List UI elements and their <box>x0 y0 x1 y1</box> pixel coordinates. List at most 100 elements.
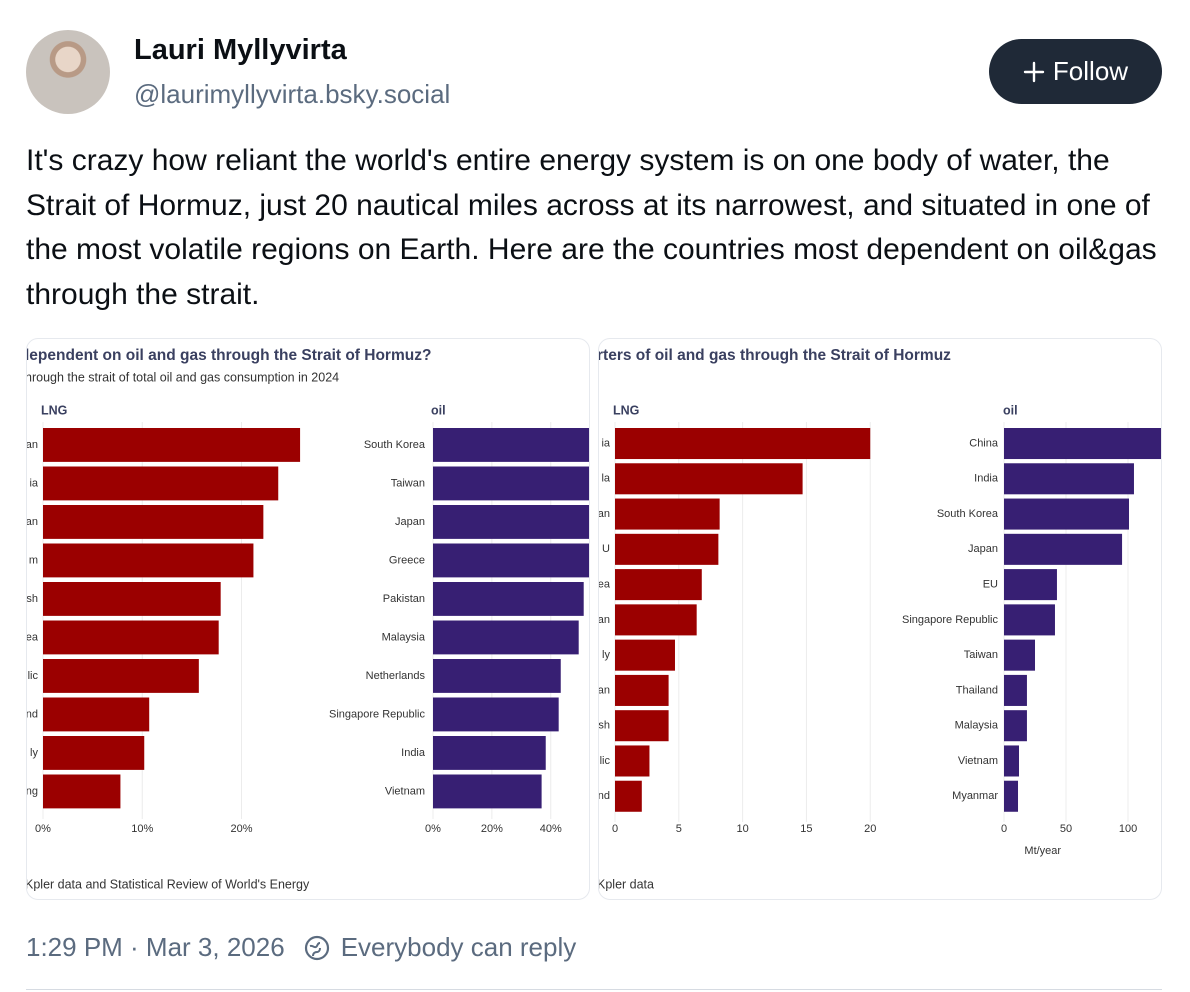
y-tick-label: Singapore Republic <box>902 614 999 626</box>
panel-title: LNG <box>41 403 67 417</box>
x-tick-label: 10% <box>131 823 153 835</box>
y-tick-label: Japan <box>968 543 998 555</box>
bar <box>433 582 584 616</box>
y-tick-label: sh <box>599 720 610 732</box>
plus-icon <box>1023 61 1045 82</box>
bar <box>433 736 546 770</box>
y-tick-label: Pakistan <box>383 593 425 605</box>
x-tick-label: 0 <box>1001 823 1007 835</box>
avatar[interactable] <box>26 30 110 114</box>
bar <box>615 428 871 460</box>
x-tick-label: 50 <box>1060 823 1072 835</box>
bar <box>615 780 642 812</box>
x-tick-label: 15 <box>800 823 812 835</box>
y-tick-label: an <box>599 684 610 696</box>
x-tick-label: 20% <box>481 823 503 835</box>
bar <box>615 710 669 742</box>
y-tick-label: an <box>599 614 610 626</box>
x-tick-label: 0% <box>35 823 51 835</box>
bar <box>615 533 719 565</box>
y-tick-label: ea <box>599 579 611 591</box>
bar <box>43 736 145 770</box>
y-tick-label: Taiwan <box>391 477 425 489</box>
bar <box>433 466 589 501</box>
y-tick-label: sh <box>27 593 38 605</box>
timestamp[interactable]: 1:29 PM · Mar 3, 2026 <box>26 932 285 962</box>
bar <box>1004 674 1027 706</box>
bar <box>433 620 579 655</box>
y-tick-label: EU <box>983 579 998 591</box>
y-tick-label: ea <box>27 631 39 643</box>
y-tick-label: Singapore Republic <box>329 708 426 720</box>
chart-image[interactable]: lependent on oil and gas through the Str… <box>26 338 590 900</box>
bar <box>615 674 669 706</box>
reply-icon <box>304 935 329 960</box>
bar <box>615 463 803 495</box>
post-meta: 1:29 PM · Mar 3, 2026 Everybody can repl… <box>26 932 576 963</box>
bar <box>1004 639 1036 671</box>
y-tick-label: m <box>29 554 38 566</box>
author-name[interactable]: Lauri Myllyvirta <box>134 34 347 66</box>
chart-caption: Kpler data and Statistical Review of Wor… <box>27 877 310 891</box>
x-tick-label: 0 <box>612 823 618 835</box>
y-tick-label: China <box>969 437 999 449</box>
y-tick-label: ng <box>27 785 38 797</box>
y-tick-label: lic <box>28 670 39 682</box>
x-tick-label: 0% <box>425 823 441 835</box>
x-axis-label: Mt/year <box>1024 845 1061 857</box>
bar <box>43 543 254 578</box>
bar <box>43 774 121 809</box>
y-tick-label: ly <box>30 747 38 759</box>
y-tick-label: an <box>27 516 38 528</box>
y-tick-label: Japan <box>395 516 425 528</box>
bar <box>1004 428 1161 460</box>
y-tick-label: ia <box>29 477 38 489</box>
bar <box>43 659 199 693</box>
bar <box>615 569 702 601</box>
bar <box>1004 498 1130 530</box>
follow-label: Follow <box>1052 56 1129 86</box>
chart-image[interactable]: rters of oil and gas through the Strait … <box>598 338 1162 900</box>
y-tick-label: Thailand <box>956 684 998 696</box>
x-tick-label: 20% <box>231 823 253 835</box>
y-tick-label: Vietnam <box>958 755 998 767</box>
panel-title: oil <box>431 403 446 417</box>
bar <box>433 774 542 809</box>
panel-title: oil <box>1003 403 1018 417</box>
bar <box>1004 604 1055 636</box>
y-tick-label: U <box>602 543 610 555</box>
bar <box>433 428 589 462</box>
chart-subtitle: hrough the strait of total oil and gas c… <box>27 370 339 384</box>
y-tick-label: la <box>601 473 610 485</box>
y-tick-label: Malaysia <box>955 720 999 732</box>
x-tick-label: 5 <box>676 823 682 835</box>
bar <box>43 697 150 732</box>
bar <box>433 697 559 732</box>
bar <box>43 466 279 501</box>
y-tick-label: nd <box>27 708 38 720</box>
y-tick-label: Vietnam <box>385 785 425 797</box>
x-tick-label: 10 <box>736 823 748 835</box>
chart-title: rters of oil and gas through the Strait … <box>599 347 951 364</box>
bar <box>1004 463 1134 495</box>
y-tick-label: an <box>27 439 38 451</box>
y-tick-label: India <box>974 473 999 485</box>
bar <box>1004 780 1019 812</box>
x-tick-label: 100 <box>1119 823 1137 835</box>
post-text: It's crazy how reliant the world's entir… <box>26 144 1157 311</box>
y-tick-label: Myanmar <box>952 790 998 802</box>
bar <box>615 639 675 671</box>
y-tick-label: Taiwan <box>964 649 998 661</box>
y-tick-label: nd <box>599 790 610 802</box>
y-tick-label: South Korea <box>937 508 999 520</box>
bar <box>43 505 264 539</box>
follow-button[interactable]: Follow <box>989 39 1162 104</box>
divider <box>26 989 1162 990</box>
bar <box>433 543 589 578</box>
bar <box>43 582 221 616</box>
chart: lependent on oil and gas through the Str… <box>27 347 589 891</box>
y-tick-label: lic <box>600 755 611 767</box>
y-tick-label: South Korea <box>364 439 426 451</box>
author-handle[interactable]: @laurimyllyvirta.bsky.social <box>134 79 451 109</box>
